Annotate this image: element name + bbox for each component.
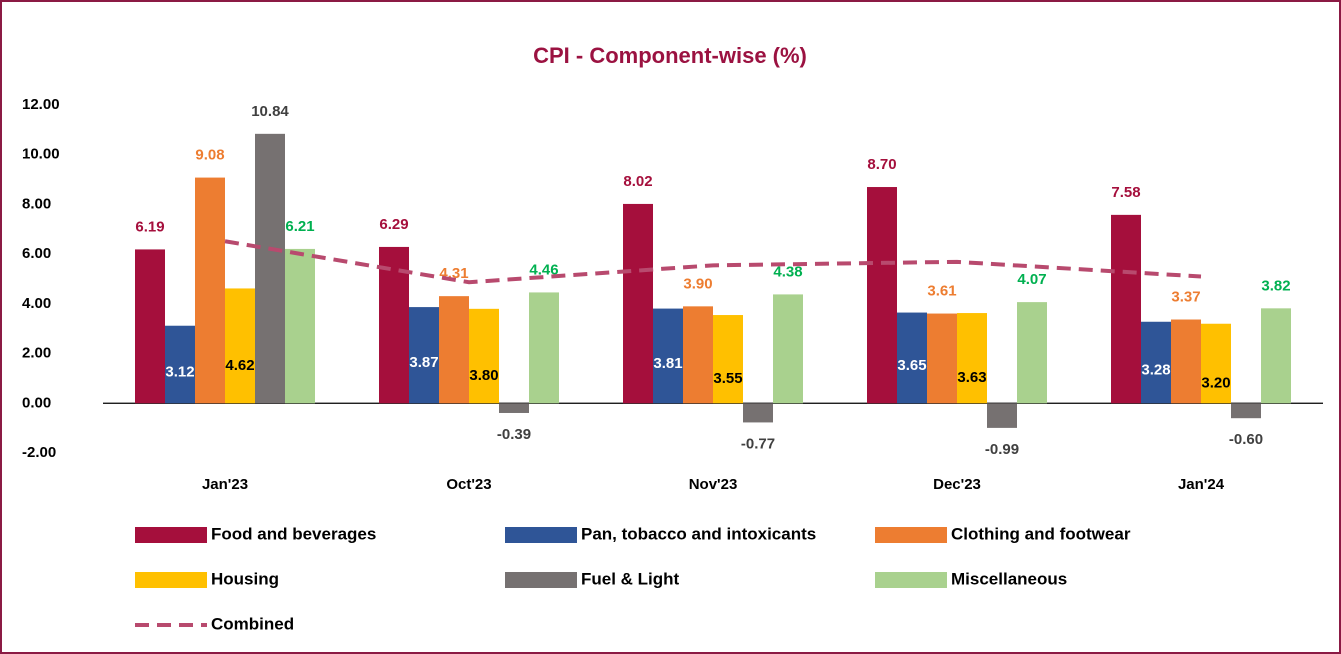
- legend-swatch: [505, 527, 577, 543]
- x-tick-label: Dec'23: [933, 476, 981, 493]
- data-label: 3.20: [1201, 374, 1230, 391]
- data-label: 4.07: [1017, 271, 1046, 288]
- data-label: 6.29: [379, 216, 408, 233]
- legend-swatch: [875, 572, 947, 588]
- data-label: 8.70: [867, 156, 896, 173]
- legend-label: Food and beverages: [211, 524, 376, 543]
- bar: [499, 403, 529, 413]
- data-label: 3.90: [683, 275, 712, 292]
- bar: [1017, 302, 1047, 404]
- bar: [255, 133, 285, 404]
- x-tick-label: Jan'23: [202, 476, 248, 493]
- bar: [285, 248, 315, 404]
- data-label: 6.21: [285, 218, 314, 235]
- data-label: 3.87: [409, 354, 438, 371]
- bar: [713, 315, 743, 404]
- data-label: 3.61: [927, 283, 956, 300]
- data-label: 3.80: [469, 367, 498, 384]
- legend-label: Combined: [211, 614, 294, 633]
- data-label: 4.46: [529, 261, 558, 278]
- bar: [165, 325, 195, 404]
- legend-label: Miscellaneous: [951, 569, 1067, 588]
- bar: [1231, 403, 1261, 419]
- bar: [773, 294, 803, 404]
- bar: [1111, 214, 1141, 404]
- data-label: 3.37: [1171, 288, 1200, 305]
- combined-line: [224, 239, 1202, 285]
- data-label: -0.39: [497, 426, 531, 443]
- y-tick-label: 8.00: [22, 195, 51, 212]
- data-label: 3.55: [713, 370, 742, 387]
- data-label: 9.08: [195, 147, 224, 164]
- data-label: 3.63: [957, 369, 986, 386]
- data-label: 3.82: [1261, 277, 1290, 294]
- data-label: 3.65: [897, 357, 926, 374]
- x-tick-label: Nov'23: [689, 476, 738, 493]
- legend-swatch: [135, 527, 207, 543]
- bar: [409, 307, 439, 404]
- data-label: -0.77: [741, 435, 775, 452]
- data-label: 7.58: [1111, 184, 1140, 201]
- legend-label: Pan, tobacco and intoxicants: [581, 524, 816, 543]
- bar: [623, 203, 653, 404]
- legend-label: Housing: [211, 569, 279, 588]
- data-label: 3.12: [165, 363, 194, 380]
- bar: [439, 296, 469, 404]
- legend-swatch: [135, 572, 207, 588]
- y-tick-label: 2.00: [22, 345, 51, 362]
- bar: [1141, 321, 1171, 404]
- data-label: 10.84: [251, 103, 289, 120]
- x-tick-label: Oct'23: [446, 476, 491, 493]
- legend-swatch: [505, 572, 577, 588]
- y-tick-label: -2.00: [22, 444, 56, 461]
- bar: [529, 292, 559, 404]
- bar: [867, 187, 897, 404]
- data-label: 3.28: [1141, 361, 1170, 378]
- bar: [225, 288, 255, 404]
- legend-swatch: [875, 527, 947, 543]
- bar: [653, 308, 683, 404]
- data-label: -0.99: [985, 441, 1019, 458]
- bar: [469, 308, 499, 404]
- bar: [1261, 308, 1291, 404]
- bar: [1201, 323, 1231, 404]
- bar: [683, 306, 713, 404]
- y-tick-label: 0.00: [22, 394, 51, 411]
- legend-label: Clothing and footwear: [951, 524, 1131, 543]
- bar: [897, 312, 927, 404]
- data-label: 4.62: [225, 357, 254, 374]
- bar: [195, 177, 225, 404]
- data-label: -0.60: [1229, 431, 1263, 448]
- bar: [957, 313, 987, 404]
- bar: [927, 313, 957, 404]
- y-tick-label: 4.00: [22, 295, 51, 312]
- data-label: 4.38: [773, 263, 802, 280]
- data-label: 6.19: [135, 218, 164, 235]
- data-label: 8.02: [623, 173, 652, 190]
- data-label: 3.81: [653, 355, 682, 372]
- bar: [987, 403, 1017, 428]
- y-tick-label: 12.00: [22, 96, 60, 113]
- chart-title: CPI - Component-wise (%): [533, 43, 807, 68]
- bar: [135, 249, 165, 404]
- y-tick-label: 10.00: [22, 146, 60, 163]
- bar: [743, 403, 773, 423]
- legend-label: Fuel & Light: [581, 569, 680, 588]
- x-tick-label: Jan'24: [1178, 476, 1225, 493]
- bar: [1171, 319, 1201, 404]
- y-tick-label: 6.00: [22, 245, 51, 262]
